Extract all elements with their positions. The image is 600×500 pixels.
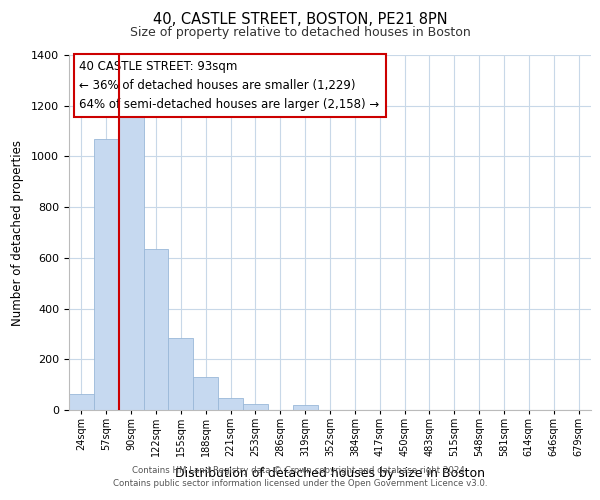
Bar [69,394,94,410]
Text: Size of property relative to detached houses in Boston: Size of property relative to detached ho… [130,26,470,39]
Text: Contains HM Land Registry data © Crown copyright and database right 2024.
Contai: Contains HM Land Registry data © Crown c… [113,466,487,487]
Text: 40, CASTLE STREET, BOSTON, PE21 8PN: 40, CASTLE STREET, BOSTON, PE21 8PN [152,12,448,28]
Bar [94,138,119,410]
Text: 40 CASTLE STREET: 93sqm
← 36% of detached houses are smaller (1,229)
64% of semi: 40 CASTLE STREET: 93sqm ← 36% of detache… [79,60,380,112]
Bar [169,338,193,410]
Bar [293,406,317,410]
Y-axis label: Number of detached properties: Number of detached properties [11,140,24,326]
Bar [193,377,218,410]
Bar [143,249,169,410]
X-axis label: Distribution of detached houses by size in Boston: Distribution of detached houses by size … [175,468,485,480]
Bar [119,116,143,410]
Bar [243,404,268,410]
Bar [218,398,243,410]
